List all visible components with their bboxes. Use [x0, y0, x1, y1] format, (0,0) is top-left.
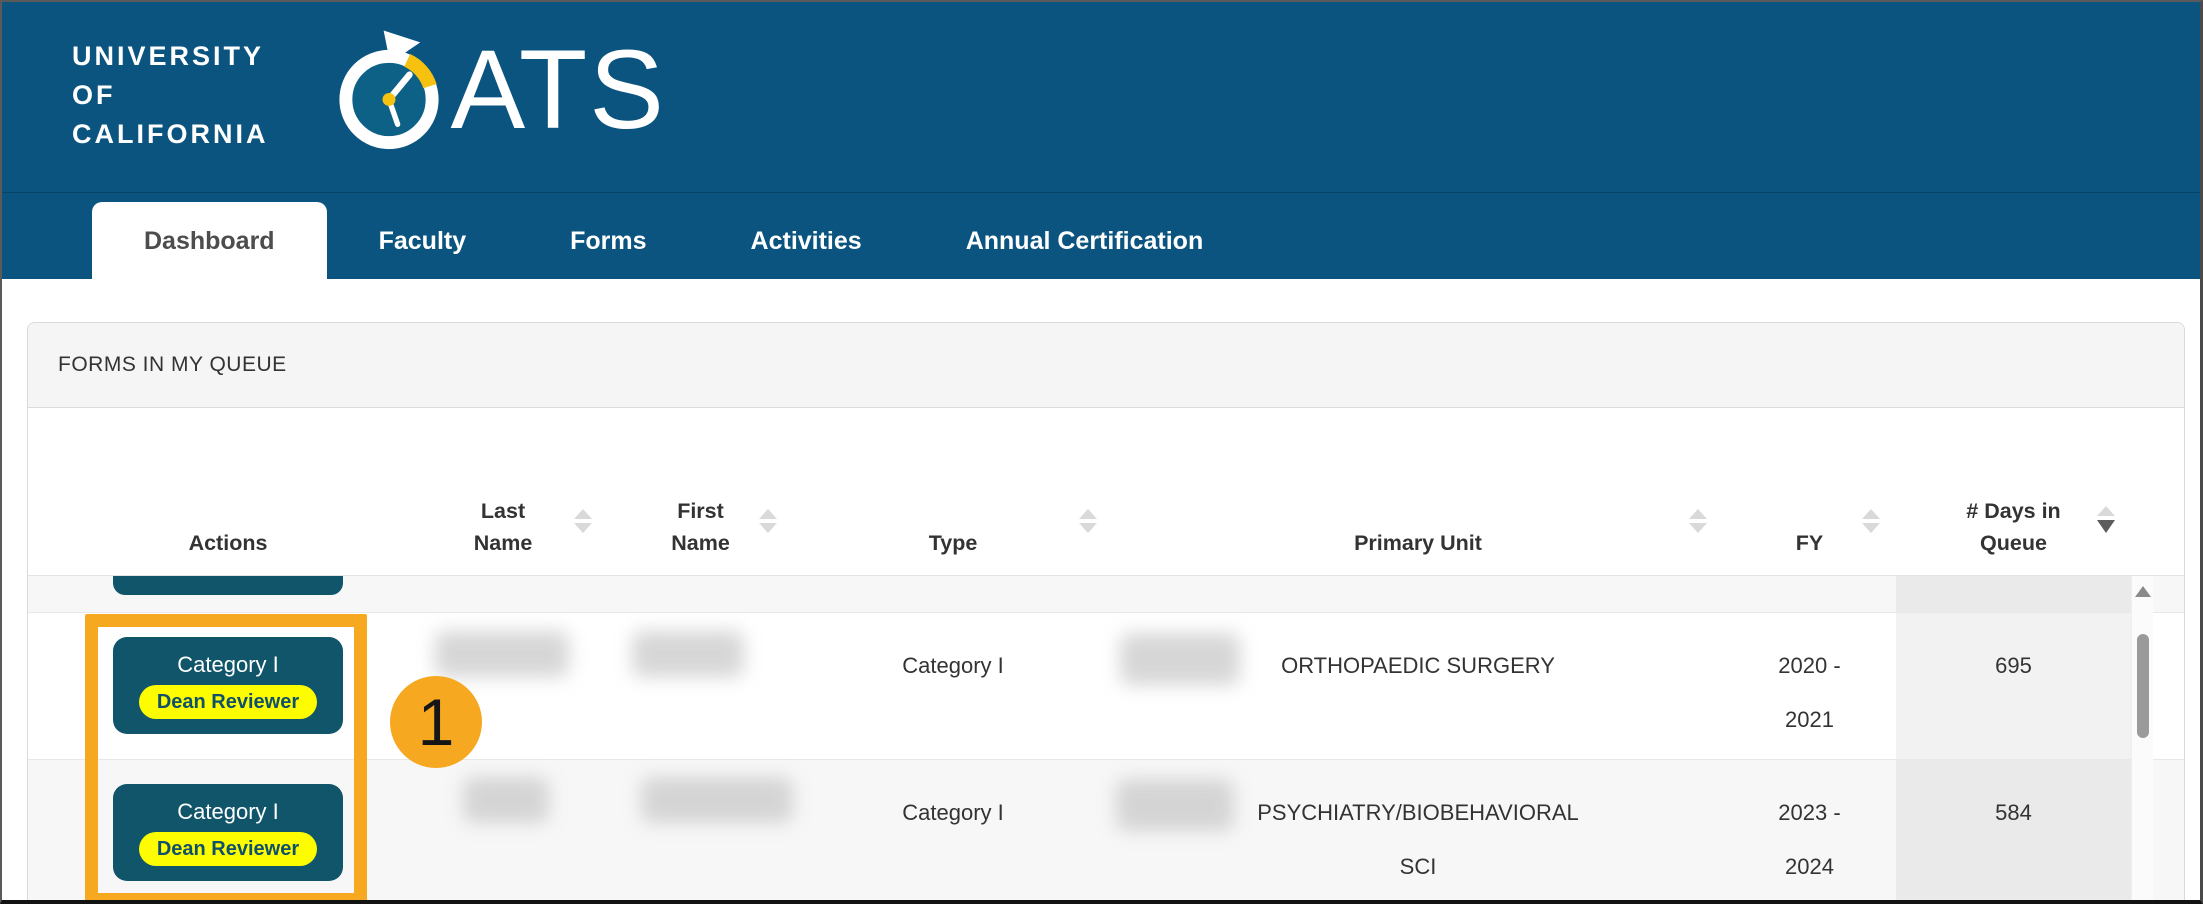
header-divider [2, 192, 2200, 193]
tab-annual-certification[interactable]: Annual Certification [965, 227, 1204, 255]
tab-activities[interactable]: Activities [750, 227, 862, 255]
oats-wordmark: ATS [450, 27, 666, 152]
sort-icon[interactable] [1689, 509, 1707, 533]
redacted-last-name [463, 777, 549, 823]
redacted-unit-code [1116, 779, 1234, 831]
app-header: UNIVERSITY OF CALIFORNIA ATS Dashboard [2, 2, 2200, 279]
redacted-first-name [641, 777, 793, 823]
action-button-label: Category I [177, 798, 279, 824]
type-cell: Category I [902, 800, 1004, 825]
redacted-first-name [632, 631, 744, 677]
sort-icon-active-desc[interactable] [2097, 506, 2115, 533]
main-nav: Dashboard Faculty Forms Activities Annua… [92, 202, 1255, 279]
days-in-queue-cell: 695 [1896, 613, 2131, 759]
category1-dean-reviewer-button[interactable]: Category I Dean Reviewer [113, 637, 343, 734]
primary-unit-cell: ORTHOPAEDIC SURGERY [1281, 653, 1555, 678]
forms-in-my-queue-panel: FORMS IN MY QUEUE Actions Last Name Firs… [27, 322, 2185, 900]
dean-reviewer-badge: Dean Reviewer [138, 685, 318, 720]
type-cell: Category I [902, 653, 1004, 678]
dean-reviewer-badge: Dean Reviewer [138, 832, 318, 867]
fy-cell: 2020 - 2021 [1778, 653, 1841, 732]
column-header-days-in-queue[interactable]: # Days in Queue [1896, 495, 2131, 560]
oats-logo: ATS [320, 28, 666, 162]
table-row-partial [28, 576, 2184, 613]
column-header-primary-unit[interactable]: Primary Unit [1113, 509, 1723, 559]
column-header-actions: Actions [188, 530, 268, 555]
redacted-unit-code [1120, 633, 1240, 685]
table-row: Category I Dean Reviewer Category I ORTH… [28, 613, 2184, 760]
sort-icon[interactable] [574, 509, 592, 533]
sort-icon[interactable] [1862, 509, 1880, 533]
category1-dean-reviewer-button[interactable]: Category I Dean Reviewer [113, 784, 343, 881]
column-header-last-name[interactable]: Last Name [398, 495, 608, 560]
days-in-queue-cell: 584 [1896, 760, 2131, 900]
column-header-type[interactable]: Type [793, 509, 1113, 559]
brand-lockup: UNIVERSITY OF CALIFORNIA ATS [72, 28, 666, 162]
tab-faculty[interactable]: Faculty [378, 227, 467, 255]
primary-unit-cell: PSYCHIATRY/BIOBEHAVIORAL SCI [1257, 800, 1579, 879]
scrollbar-thumb[interactable] [2137, 634, 2149, 738]
scroll-up-arrow-icon[interactable] [2134, 586, 2151, 597]
clock-arrow-icon [339, 30, 440, 150]
table-scrollbar[interactable] [2131, 576, 2153, 900]
table-header-row: Actions Last Name First Name Type Primar… [28, 408, 2184, 576]
fy-cell: 2023 - 2024 [1778, 800, 1841, 879]
table-row: Category I Dean Reviewer Category I PSYC… [28, 760, 2184, 900]
tab-forms[interactable]: Forms [570, 227, 647, 255]
panel-title: FORMS IN MY QUEUE [28, 323, 2184, 408]
sort-icon[interactable] [759, 509, 777, 533]
tab-dashboard[interactable]: Dashboard [92, 202, 327, 279]
university-wordmark: UNIVERSITY OF CALIFORNIA [72, 37, 268, 154]
column-header-fy[interactable]: FY [1723, 509, 1896, 559]
university-line: UNIVERSITY [72, 40, 265, 71]
sort-icon[interactable] [1079, 509, 1097, 533]
university-line: OF [72, 79, 116, 110]
university-line: CALIFORNIA [72, 118, 269, 149]
redacted-last-name [435, 631, 569, 677]
action-button-label: Category I [177, 651, 279, 677]
action-button-partial[interactable] [113, 576, 343, 595]
column-header-first-name[interactable]: First Name [608, 495, 793, 560]
